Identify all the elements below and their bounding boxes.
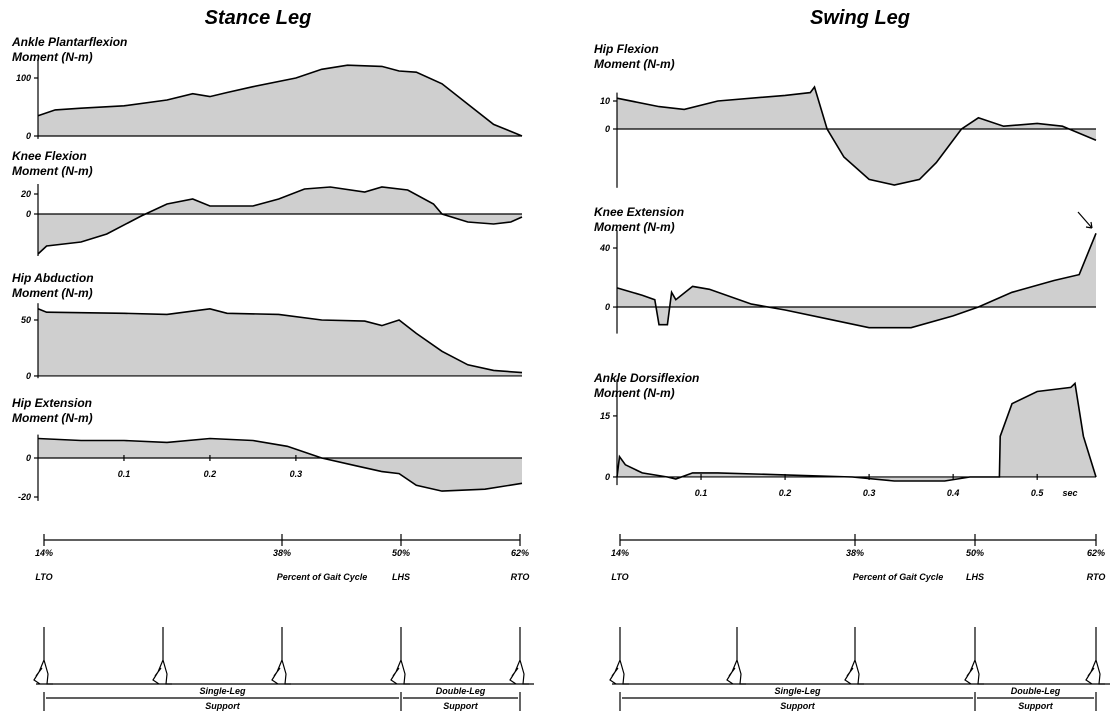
- panel-unit: Moment (N-m): [12, 286, 93, 300]
- percent-label: 38%: [273, 548, 291, 558]
- support-label: Double-Leg: [1011, 686, 1061, 696]
- panel-unit: Moment (N-m): [12, 164, 93, 178]
- y-tick-label: 0: [26, 371, 31, 381]
- x-tick-label: 0.2: [779, 488, 792, 498]
- panel-title: Knee Flexion: [12, 149, 87, 163]
- timeline-label: Percent of Gait Cycle: [853, 572, 944, 582]
- percent-label: 50%: [966, 548, 984, 558]
- x-tick-label: 0.3: [863, 488, 876, 498]
- percent-label: 50%: [392, 548, 410, 558]
- moment-curve: [37, 307, 523, 374]
- arrow-head: [1085, 221, 1093, 229]
- x-tick-label: 0.1: [695, 488, 708, 498]
- y-tick-label: 0: [26, 131, 31, 141]
- panel-unit: Moment (N-m): [594, 57, 675, 71]
- x-tick-label: 0.4: [947, 488, 960, 498]
- arrow: [1077, 211, 1093, 229]
- panel-title: Hip Flexion: [594, 42, 659, 56]
- stick-figure: [609, 627, 629, 685]
- stick-figure: [33, 627, 53, 685]
- panel-title: Knee Extension: [594, 205, 684, 219]
- y-tick-label: 0: [26, 453, 31, 463]
- event-label: LHS: [392, 572, 410, 582]
- support-label: Single-Leg: [199, 686, 246, 696]
- y-tick-label: 15: [600, 411, 611, 421]
- moment-curve: [616, 85, 1097, 186]
- panel-title: Hip Extension: [12, 396, 92, 410]
- support-label: Single-Leg: [774, 686, 821, 696]
- moment-curve: [37, 186, 523, 255]
- y-tick-label: 50: [21, 315, 31, 325]
- stick-figure: [964, 627, 984, 685]
- stick-figure: [152, 627, 172, 685]
- area-fill: [38, 65, 522, 136]
- y-tick-label: 0: [605, 124, 610, 134]
- event-label: RTO: [511, 572, 530, 582]
- panel-unit: Moment (N-m): [594, 220, 675, 234]
- panel-title: Hip Abduction: [12, 271, 94, 285]
- area-fill: [38, 308, 522, 376]
- panel-unit: Moment (N-m): [594, 386, 675, 400]
- stick-figure: [844, 627, 864, 685]
- stick-figure: [271, 627, 291, 685]
- y-tick-label: 0: [26, 209, 31, 219]
- support-label: Support: [443, 701, 478, 711]
- event-label: LTO: [35, 572, 52, 582]
- y-tick-label: 100: [16, 73, 31, 83]
- support-label: Support: [1018, 701, 1053, 711]
- x-axis-label: sec: [1062, 488, 1077, 498]
- stick-figure: [1085, 627, 1105, 685]
- timeline-label: Percent of Gait Cycle: [277, 572, 368, 582]
- panel-unit: Moment (N-m): [12, 50, 93, 64]
- panel-title: Ankle Plantarflexion: [11, 35, 127, 49]
- y-tick-label: 40: [599, 243, 610, 253]
- y-tick-label: -20: [18, 492, 31, 502]
- percent-label: 14%: [35, 548, 53, 558]
- area-fill: [617, 233, 1096, 328]
- area-fill: [617, 383, 1096, 481]
- moment-curve: [616, 381, 1097, 482]
- percent-label: 62%: [1087, 548, 1105, 558]
- y-tick-label: 10: [600, 96, 610, 106]
- area-fill: [617, 87, 1096, 185]
- stick-figure: [509, 627, 529, 685]
- x-tick-label: 0.3: [290, 469, 303, 479]
- percent-label: 14%: [611, 548, 629, 558]
- panel-unit: Moment (N-m): [12, 411, 93, 425]
- percent-label: 38%: [846, 548, 864, 558]
- y-tick-label: 0: [605, 302, 610, 312]
- support-label: Double-Leg: [436, 686, 486, 696]
- y-tick-label: 0: [605, 472, 610, 482]
- percent-label: 62%: [511, 548, 529, 558]
- y-tick-label: 20: [20, 189, 31, 199]
- stick-figure: [390, 627, 410, 685]
- area-fill: [38, 438, 522, 492]
- column-heading: Stance Leg: [205, 7, 312, 29]
- area-fill: [38, 187, 522, 254]
- column-heading: Swing Leg: [810, 7, 910, 29]
- support-label: Support: [205, 701, 240, 711]
- x-tick-label: 0.2: [204, 469, 217, 479]
- event-label: RTO: [1087, 572, 1106, 582]
- panel-title: Ankle Dorsiflexion: [593, 371, 699, 385]
- stick-figure: [726, 627, 746, 685]
- support-label: Support: [780, 701, 815, 711]
- event-label: LHS: [966, 572, 984, 582]
- moment-curve: [37, 64, 523, 137]
- x-tick-label: 0.5: [1031, 488, 1045, 498]
- event-label: LTO: [611, 572, 628, 582]
- x-tick-label: 0.1: [118, 469, 131, 479]
